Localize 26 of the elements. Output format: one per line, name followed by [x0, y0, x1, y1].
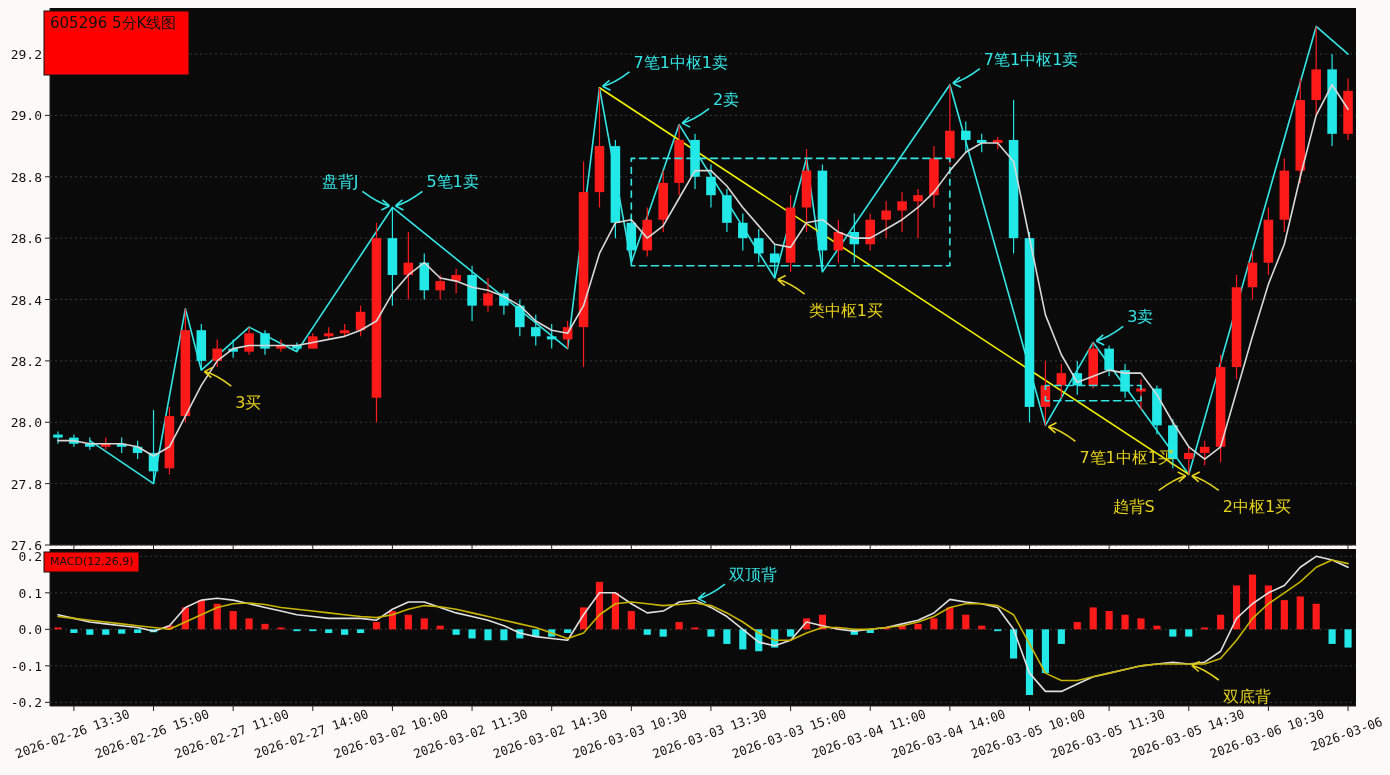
y-tick-label: 29.0: [10, 108, 42, 124]
annotation: 7笔1中枢1卖: [983, 49, 1079, 69]
annotation: 趋背S: [1112, 497, 1155, 517]
annotation: 双底背: [1222, 687, 1271, 707]
y-tick-label: 0.1: [18, 585, 42, 601]
y-tick-label: 28.0: [10, 415, 42, 431]
y-tick-label: 29.2: [10, 47, 42, 63]
annotation: 7笔1中枢1卖: [633, 52, 729, 72]
annotation: 2中枢1买: [1222, 497, 1292, 517]
y-tick-label: -0.1: [10, 658, 42, 674]
y-tick-label: 0.0: [18, 622, 42, 638]
annotation: 类中枢1买: [808, 301, 883, 321]
y-tick-label: 28.8: [10, 169, 42, 185]
annotation: 3卖: [1127, 307, 1154, 327]
annotation: 5笔1卖: [426, 172, 479, 192]
annotation: 3买: [235, 393, 262, 413]
annotation: 双顶背: [729, 565, 778, 585]
text: 605296 5分K线图: [50, 14, 177, 32]
annotation: 2卖: [713, 89, 740, 109]
y-tick-label: 28.2: [10, 353, 42, 369]
y-tick-label: 28.6: [10, 231, 42, 247]
y-tick-label: 27.8: [10, 476, 42, 492]
y-tick-label: -0.2: [10, 695, 42, 711]
y-tick-label: 28.4: [10, 292, 43, 308]
text: MACD(12,26,9): [50, 555, 134, 568]
annotation: 盘背J: [321, 172, 359, 192]
